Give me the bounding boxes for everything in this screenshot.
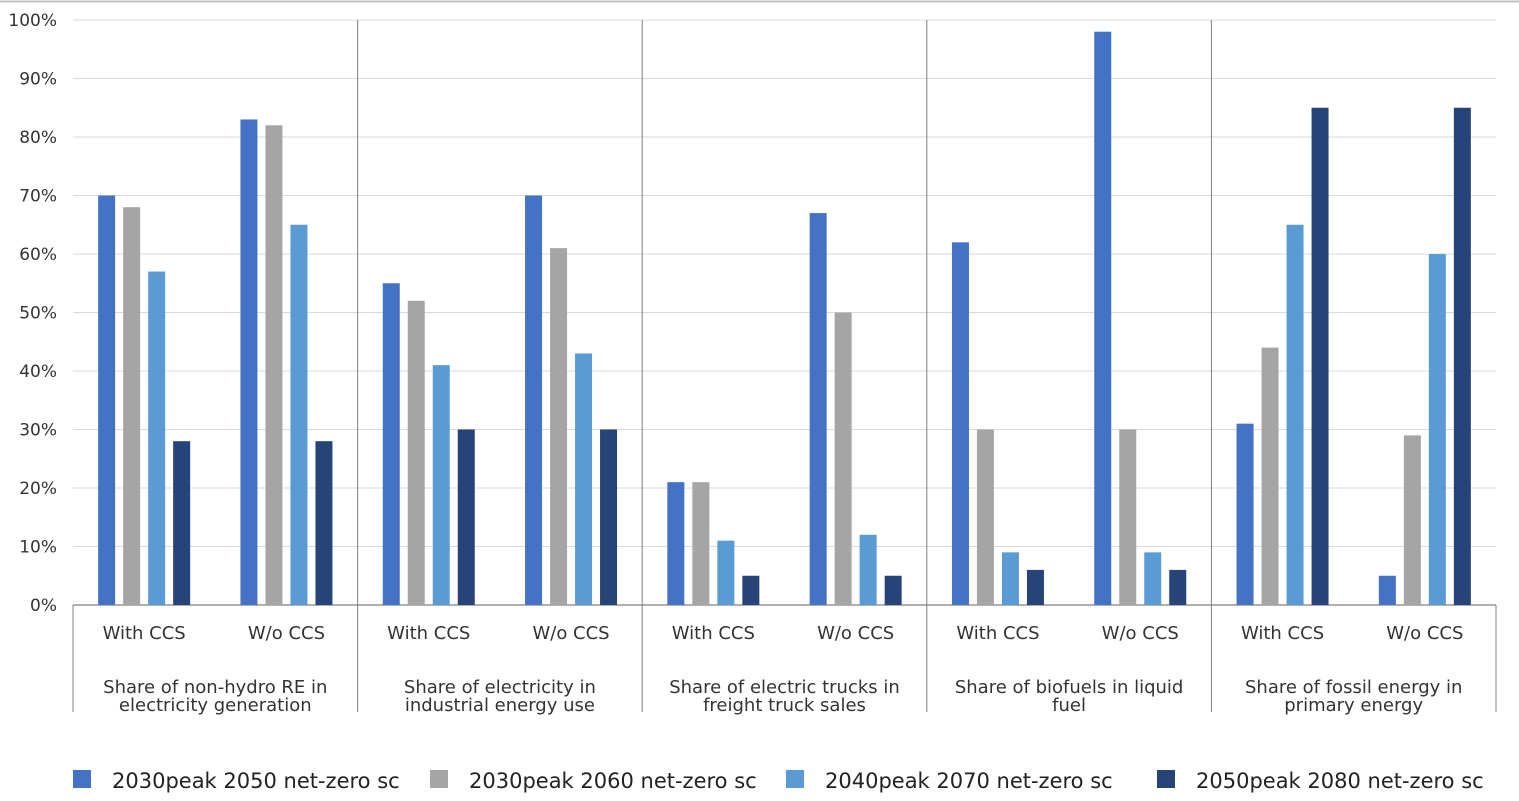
group-label: industrial energy use [405,695,595,716]
bar [951,242,969,606]
legend: 2030peak 2050 net-zero sc 2030peak 2060 n… [73,769,1484,793]
category-label: W/o CCS [1386,623,1463,644]
bar [525,195,543,605]
bar [382,283,400,605]
y-tick-label: 90% [19,70,57,90]
legend-swatch [786,770,804,788]
legend-swatch [430,770,448,788]
category-label: With CCS [387,623,470,644]
bar [742,575,760,605]
bar [600,429,618,605]
bar [1144,552,1162,605]
bar [1453,107,1471,605]
y-tick-label: 50% [19,304,57,324]
bar [1261,347,1279,605]
group-label: fuel [1052,695,1086,716]
y-tick-label: 100% [8,11,57,31]
bar [1311,107,1329,605]
bar [123,207,141,605]
bar [1169,569,1187,605]
bar [976,429,994,605]
bar [315,441,333,605]
y-tick-label: 20% [19,479,57,499]
bar [1428,254,1446,605]
bar [148,271,166,605]
y-tick-label: 30% [19,421,57,441]
grid-layer [73,19,1496,547]
bar [290,224,308,605]
legend-label: 2030peak 2050 net-zero sc [112,769,400,793]
bar [809,213,827,606]
category-label: W/o CCS [817,623,894,644]
bar [265,125,283,606]
legend-label: 2040peak 2070 net-zero sc [825,769,1113,793]
category-label: W/o CCS [1102,623,1179,644]
bar [717,540,735,605]
bar [1378,575,1396,605]
y-tick-label: 40% [19,362,57,382]
y-tick-label: 80% [19,128,57,148]
bar [1236,423,1254,605]
group-label: Share of biofuels in liquid [955,677,1184,698]
group-label: electricity generation [119,695,312,716]
legend-label: 2030peak 2060 net-zero sc [469,769,757,793]
legend-label: 2050peak 2080 net-zero sc [1196,769,1484,793]
bar [1403,435,1421,605]
axis-layer [72,20,1497,712]
bar [884,575,902,605]
group-label: freight truck sales [703,695,866,716]
y-tick-label: 10% [19,538,57,558]
bar [692,482,710,605]
bars-layer [98,31,1471,606]
bar [859,534,877,605]
bar [575,353,593,605]
bar [457,429,475,605]
labels-layer: 0% 10% 20% 30% 40% 50% 60% 70% 80% 90% 100% With CC… [8,11,1463,716]
y-tick-label: 70% [19,187,57,207]
category-label: W/o CCS [248,623,325,644]
group-label: primary energy [1284,695,1423,716]
category-label: With CCS [956,623,1039,644]
category-label: With CCS [672,623,755,644]
bar [667,482,685,605]
category-label: With CCS [1241,623,1324,644]
bar [834,312,852,605]
bar [240,119,258,605]
bar [550,248,568,605]
y-tick-label: 0% [30,596,57,616]
legend-swatch [73,770,91,788]
group-label: Share of non-hydro RE in [103,677,327,698]
bar [1026,569,1044,605]
group-label: Share of electricity in [404,677,596,698]
group-label: Share of electric trucks in [669,677,900,698]
bar [98,195,116,605]
bar [432,365,450,605]
bar [1286,224,1304,605]
bar [1119,429,1137,605]
category-label: With CCS [103,623,186,644]
category-label: W/o CCS [532,623,609,644]
bar [1094,31,1112,605]
bar [407,300,425,605]
legend-swatch [1157,770,1175,788]
bar [1001,552,1019,605]
y-tick-label: 60% [19,245,57,265]
group-label: Share of fossil energy in [1245,677,1462,698]
bar [173,441,191,605]
